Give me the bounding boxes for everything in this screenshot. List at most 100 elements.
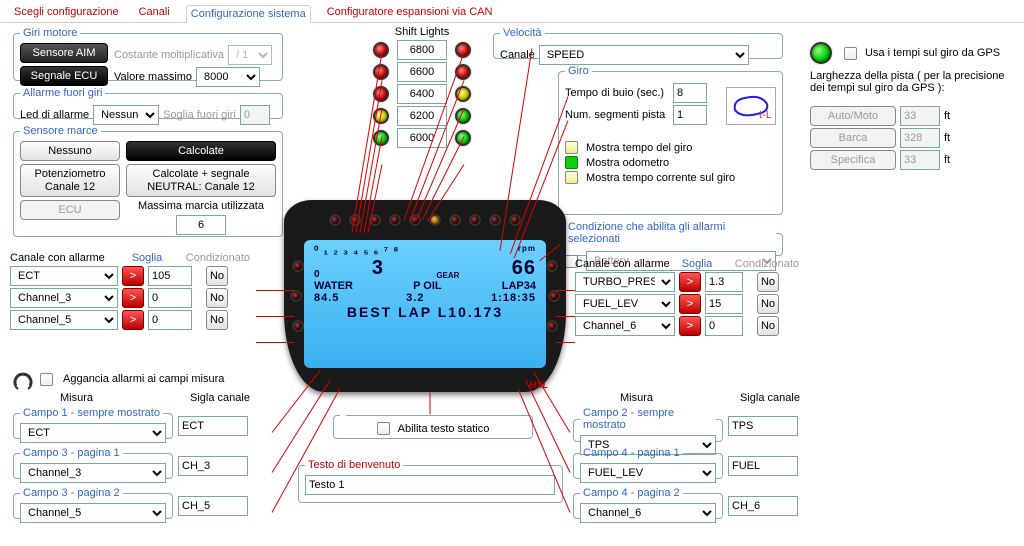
aggancia-row: Aggancia allarmi ai campi misura — [12, 368, 224, 390]
select-campo5[interactable]: Channel_5 — [20, 503, 166, 523]
alarm-op-button[interactable]: > — [679, 316, 701, 336]
btn-marce-pot[interactable]: PotenziometroCanale 12 — [20, 164, 120, 197]
tab-bar: Scegli configurazione Canali Configurazi… — [0, 0, 1024, 23]
alarm-op-button[interactable]: > — [122, 266, 144, 286]
alarm-op-button[interactable]: > — [122, 310, 144, 330]
alarm-op-button[interactable]: > — [679, 294, 701, 314]
alarm-row: ECT > No — [10, 266, 250, 286]
alarm-cond-no-button[interactable]: No — [206, 266, 228, 286]
group-testo-benvenuto: Testo di benvenuto — [298, 459, 563, 503]
chk-mostra-tempo-giro[interactable] — [565, 141, 578, 154]
btn-specifica[interactable]: Specifica — [810, 150, 896, 170]
group-giri-motore: Giri motore Sensore AIM Segnale ECU Cost… — [13, 27, 283, 81]
chk-mostra-odometro[interactable] — [565, 156, 578, 169]
input-sigla-campo2[interactable] — [728, 416, 798, 436]
alarm-op-button[interactable]: > — [122, 288, 144, 308]
alarm-threshold-input[interactable] — [705, 316, 743, 336]
label-larghezza-pista: Larghezza della pista ( per la precision… — [810, 70, 1010, 94]
tab-can[interactable]: Configuratore espansioni via CAN — [323, 4, 497, 22]
alarm-row: FUEL_LEV > No — [575, 294, 799, 314]
legend-marce: Sensore marce — [20, 125, 101, 137]
alarm-cond-no-button[interactable]: No — [206, 288, 228, 308]
alarm-threshold-input[interactable] — [705, 294, 743, 314]
shift-value-input[interactable] — [397, 84, 447, 104]
alarm-threshold-input[interactable] — [705, 272, 743, 292]
select-valore-max[interactable]: 8000 — [196, 67, 260, 87]
input-max-marcia[interactable] — [176, 215, 226, 235]
gauge-top-leds — [284, 214, 566, 226]
label-const-mult: Costante moltiplicativa — [114, 49, 224, 61]
tab-config[interactable]: Scegli configurazione — [10, 4, 123, 22]
alarm-threshold-input[interactable] — [148, 310, 192, 330]
select-campo6[interactable]: Channel_6 — [580, 503, 716, 523]
input-sigla-campo3[interactable] — [178, 456, 248, 476]
hdr-misura-l: Misura — [60, 392, 93, 404]
alarm-cond-no-button[interactable]: No — [757, 272, 779, 292]
legend-giro: Giro — [565, 65, 592, 77]
alarm-channel-select[interactable]: TURBO_PRESS — [575, 272, 675, 292]
select-led-allarme[interactable]: Nessuno — [93, 105, 159, 125]
group-campo4: Campo 4 - pagina 1 FUEL_LEV — [573, 447, 723, 479]
btn-calcolate[interactable]: Calcolate — [126, 141, 276, 161]
chk-mostra-tempo-corrente[interactable] — [565, 171, 578, 184]
label-chk3: Mostra tempo corrente sul giro — [586, 172, 735, 184]
alarm-channel-select[interactable]: FUEL_LEV — [575, 294, 675, 314]
hdr-sigla-r: Sigla canale — [740, 392, 800, 404]
alarm-channel-select[interactable]: Channel_3 — [10, 288, 118, 308]
btn-segnale-ecu[interactable]: Segnale ECU — [20, 66, 108, 86]
alarm-cond-no-button[interactable]: No — [757, 316, 779, 336]
tab-canali[interactable]: Canali — [135, 4, 174, 22]
input-sigla-campo4[interactable] — [728, 456, 798, 476]
shift-led-right — [455, 86, 471, 102]
tab-sistema[interactable]: Configurazione sistema — [186, 5, 311, 23]
alarm-cond-no-button[interactable]: No — [206, 310, 228, 330]
legend-campo5: Campo 3 - pagina 2 — [20, 487, 123, 499]
input-sigla-campo1[interactable] — [178, 416, 248, 436]
group-campo3: Campo 3 - pagina 1 Channel_3 — [13, 447, 173, 479]
led-gps — [810, 42, 832, 64]
input-num-segmenti[interactable] — [673, 105, 707, 125]
group-campo2: Campo 2 - sempre mostrato TPS — [573, 407, 723, 442]
label-soglia-fg: Soglia fuori giri — [163, 109, 236, 121]
btn-barca[interactable]: Barca — [810, 128, 896, 148]
input-sigla-campo6[interactable] — [728, 496, 798, 516]
legend-campo3: Campo 3 - pagina 1 — [20, 447, 123, 459]
shift-value-input[interactable] — [397, 128, 447, 148]
shift-led-right — [455, 42, 471, 58]
select-campo4[interactable]: FUEL_LEV — [580, 463, 716, 483]
shift-led-left — [373, 64, 389, 80]
label-chk1: Mostra tempo del giro — [586, 142, 692, 154]
alarm-channel-select[interactable]: ECT — [10, 266, 118, 286]
chk-abilita-testo[interactable] — [377, 422, 390, 435]
input-tempo-buio[interactable] — [673, 83, 707, 103]
chk-aggancia-allarmi[interactable] — [40, 373, 53, 386]
alarm-row: Channel_5 > No — [10, 310, 250, 330]
chk-usa-gps[interactable] — [844, 47, 857, 60]
alarm-channel-select[interactable]: Channel_5 — [10, 310, 118, 330]
input-sigla-campo5[interactable] — [178, 496, 248, 516]
btn-marce-nessuno[interactable]: Nessuno — [20, 141, 120, 161]
btn-sensore-aim[interactable]: Sensore AIM — [20, 43, 108, 63]
select-campo3[interactable]: Channel_3 — [20, 463, 166, 483]
btn-auto-moto[interactable]: Auto/Moto — [810, 106, 896, 126]
shift-row — [362, 40, 482, 60]
alarm-row: TURBO_PRESS > No — [575, 272, 799, 292]
input-testo-benv[interactable] — [305, 475, 555, 495]
alarm-threshold-input[interactable] — [148, 266, 192, 286]
unit-ft-1: ft — [944, 110, 950, 122]
shift-value-input[interactable] — [397, 106, 447, 126]
alarm-threshold-input[interactable] — [148, 288, 192, 308]
group-velocita: Velocità Canale SPEED — [493, 27, 783, 59]
alarm-op-button[interactable]: > — [679, 272, 701, 292]
alarm-cond-no-button[interactable]: No — [757, 294, 779, 314]
btn-marce-ecu[interactable]: ECU — [20, 200, 120, 220]
left-alarms: Canale con allarme Soglia Condizionato E… — [10, 252, 250, 332]
group-allarme-fuori-giri: Allarme fuori giri Led di allarme Nessun… — [13, 87, 283, 119]
input-width-barca — [900, 128, 940, 148]
shift-value-input[interactable] — [397, 40, 447, 60]
select-canale-vel[interactable]: SPEED — [539, 45, 749, 65]
shift-value-input[interactable] — [397, 62, 447, 82]
select-campo1[interactable]: ECT — [20, 423, 166, 443]
btn-calcolate-segnale[interactable]: Calcolate + segnaleNEUTRAL: Canale 12 — [126, 164, 276, 197]
alarm-channel-select[interactable]: Channel_6 — [575, 316, 675, 336]
